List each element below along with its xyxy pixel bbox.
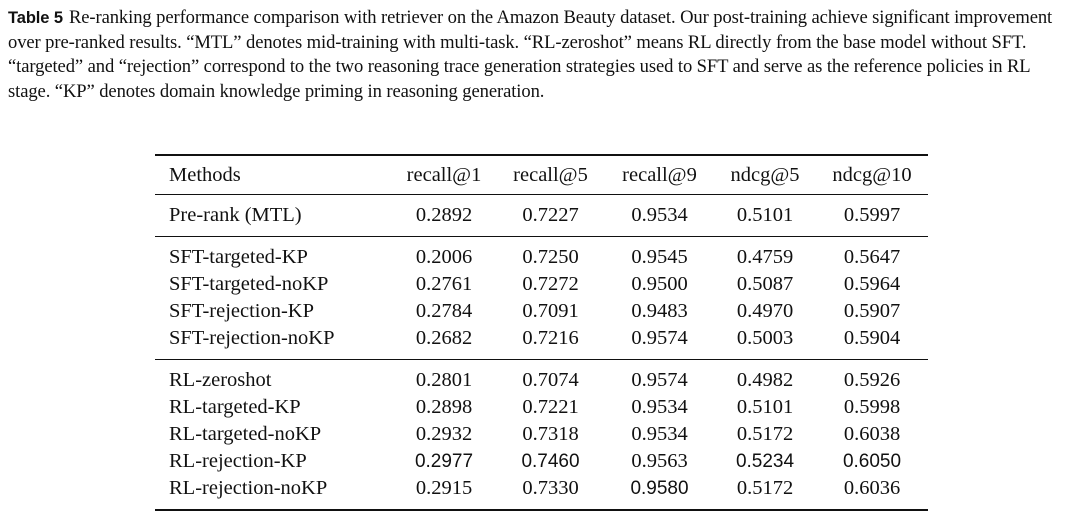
method-cell: RL-targeted-noKP xyxy=(169,423,322,445)
method-cell: SFT-targeted-KP xyxy=(169,246,308,268)
table-row: SFT-targeted-noKP 0.2761 0.7272 0.9500 0.508… xyxy=(155,271,928,298)
method-cell: RL-targeted-KP xyxy=(169,396,301,418)
recall9-cell: 0.9534 xyxy=(605,194,714,237)
recall5-cell: 0.7074 xyxy=(522,369,579,391)
ndcg5-cell: 0.5101 xyxy=(736,396,794,418)
method-cell: SFT-rejection-noKP xyxy=(155,325,392,360)
method-cell: RL-rejection-noKP xyxy=(155,475,392,511)
recall9-cell: 0.9574 xyxy=(631,369,688,391)
recall1-cell: 0.2915 xyxy=(392,475,496,511)
table-row: SFT-rejection-noKP 0.2682 0.7216 0.9574 0.50… xyxy=(155,325,928,360)
ndcg5-cell: 0.4982 xyxy=(736,369,794,391)
ndcg10-cell: 0.5907 xyxy=(843,300,901,322)
recall5-cell: 0.7221 xyxy=(522,396,579,418)
recall5-cell: 0.7272 xyxy=(522,273,579,295)
recall1-cell: 0.2801 xyxy=(415,369,473,391)
ndcg10-cell: 0.5964 xyxy=(843,273,901,295)
column-header-ndcg5: ndcg@5 xyxy=(714,154,816,195)
recall1-cell: 0.2898 xyxy=(415,396,473,418)
ndcg10-cell: 0.5997 xyxy=(816,194,928,237)
caption-label: Table 5 xyxy=(8,9,63,27)
recall5-cell: 0.7318 xyxy=(522,423,579,445)
recall1-cell: 0.2006 xyxy=(415,246,473,268)
recall9-cell: 0.9534 xyxy=(631,396,688,418)
recall5-cell: 0.7460 xyxy=(521,450,580,472)
recall1-cell: 0.2761 xyxy=(415,273,473,295)
table-row: RL-targeted-KP 0.2898 0.7221 0.9534 0.5101 0.… xyxy=(155,394,928,421)
recall9-cell: 0.9483 xyxy=(631,300,688,322)
ndcg10-cell: 0.5904 xyxy=(816,325,928,360)
recall1-cell: 0.2932 xyxy=(415,423,473,445)
recall1-cell: 0.2892 xyxy=(392,194,496,237)
ndcg5-cell: 0.5234 xyxy=(735,450,795,472)
ndcg5-cell: 0.5172 xyxy=(736,423,794,445)
ndcg10-cell: 0.5998 xyxy=(843,396,901,418)
recall5-cell: 0.7227 xyxy=(496,194,605,237)
ndcg5-cell: 0.5087 xyxy=(736,273,794,295)
table-caption: Table 5 Re-ranking performance comparison… xyxy=(8,6,1074,104)
recall5-cell: 0.7216 xyxy=(496,325,605,360)
recall9-cell: 0.9534 xyxy=(631,423,688,445)
ndcg5-cell: 0.5172 xyxy=(714,475,816,511)
recall5-cell: 0.7250 xyxy=(522,246,579,268)
recall9-cell: 0.9580 xyxy=(605,475,714,511)
method-cell: RL-zeroshot xyxy=(169,369,272,391)
caption-text: Re-ranking performance comparison with r… xyxy=(8,7,1053,102)
column-header-ndcg10: ndcg@10 xyxy=(816,154,928,195)
recall9-cell: 0.9574 xyxy=(605,325,714,360)
column-header-methods: Methods xyxy=(155,154,392,195)
table-row: RL-rejection-noKP 0.2915 0.7330 0.9580 0.517… xyxy=(155,475,928,511)
recall1-cell: 0.2977 xyxy=(414,450,474,472)
method-cell: SFT-rejection-KP xyxy=(169,300,315,322)
ndcg10-cell: 0.6038 xyxy=(843,423,901,445)
ndcg5-cell: 0.5101 xyxy=(714,194,816,237)
method-cell: RL-rejection-KP xyxy=(169,450,307,472)
recall1-cell: 0.2682 xyxy=(392,325,496,360)
column-header-recall5: recall@5 xyxy=(496,154,605,195)
column-header-recall1: recall@1 xyxy=(392,154,496,195)
method-cell: SFT-targeted-noKP xyxy=(169,273,329,295)
table-row: SFT-targeted-KP 0.2006 0.7250 0.9545 0.4759 0… xyxy=(155,237,928,272)
table-row: RL-zeroshot 0.2801 0.7074 0.9574 0.4982 0.592… xyxy=(155,360,928,395)
ndcg10-cell: 0.6050 xyxy=(842,450,902,472)
table-row: RL-rejection-KP 0.2977 0.7460 0.9563 0.5234 0… xyxy=(155,448,928,475)
ndcg5-cell: 0.4970 xyxy=(736,300,794,322)
ndcg10-cell: 0.6036 xyxy=(816,475,928,511)
recall9-cell: 0.9545 xyxy=(631,246,688,268)
ndcg10-cell: 0.5647 xyxy=(843,246,901,268)
table-row: SFT-rejection-KP 0.2784 0.7091 0.9483 0.4970… xyxy=(155,298,928,325)
recall5-cell: 0.7091 xyxy=(522,300,579,322)
column-header-recall9: recall@9 xyxy=(605,154,714,195)
recall9-cell: 0.9500 xyxy=(631,273,688,295)
recall9-cell: 0.9563 xyxy=(631,450,688,472)
recall1-cell: 0.2784 xyxy=(415,300,473,322)
recall5-cell: 0.7330 xyxy=(496,475,605,511)
results-table: Methods recall@1 recall@5 recall@9 ndcg@… xyxy=(155,154,928,511)
method-cell: Pre-rank (MTL) xyxy=(155,194,392,237)
table-row: RL-targeted-noKP 0.2932 0.7318 0.9534 0.5172… xyxy=(155,421,928,448)
ndcg10-cell: 0.5926 xyxy=(843,369,901,391)
header-row: Methods recall@1 recall@5 recall@9 ndcg@… xyxy=(155,154,928,195)
table-row: Pre-rank (MTL) 0.2892 0.7227 0.9534 0.5101 0.… xyxy=(155,194,928,237)
ndcg5-cell: 0.5003 xyxy=(714,325,816,360)
ndcg5-cell: 0.4759 xyxy=(736,246,794,268)
